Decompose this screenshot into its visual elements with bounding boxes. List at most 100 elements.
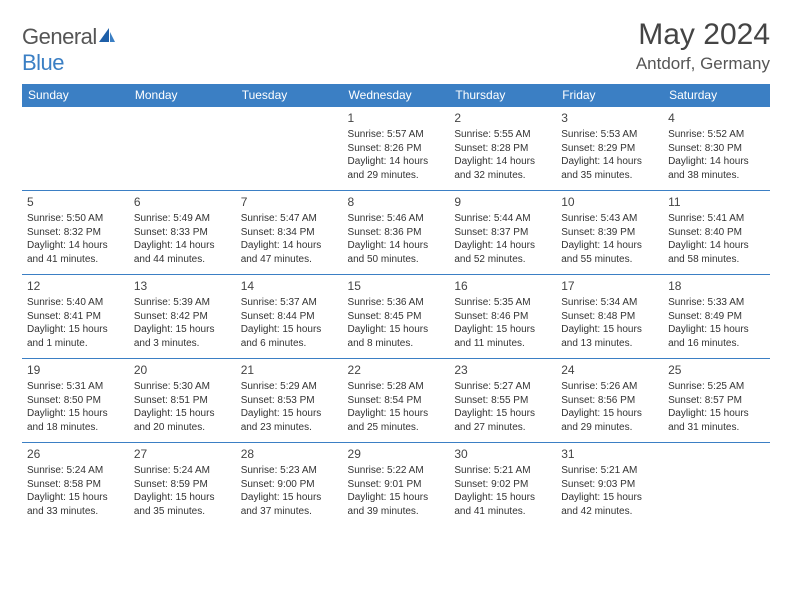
daylight-text: Daylight: 15 hours bbox=[561, 407, 658, 421]
sunrise-text: Sunrise: 5:37 AM bbox=[241, 296, 338, 310]
daylight-text: and 35 minutes. bbox=[561, 169, 658, 183]
sunset-text: Sunset: 8:42 PM bbox=[134, 310, 231, 324]
calendar-week: 12Sunrise: 5:40 AMSunset: 8:41 PMDayligh… bbox=[22, 275, 770, 359]
daylight-text: Daylight: 15 hours bbox=[134, 491, 231, 505]
sunset-text: Sunset: 8:36 PM bbox=[348, 226, 445, 240]
day-number: 16 bbox=[454, 278, 551, 294]
sunset-text: Sunset: 8:32 PM bbox=[27, 226, 124, 240]
day-number: 30 bbox=[454, 446, 551, 462]
calendar-cell: 24Sunrise: 5:26 AMSunset: 8:56 PMDayligh… bbox=[556, 359, 663, 443]
calendar-cell: 11Sunrise: 5:41 AMSunset: 8:40 PMDayligh… bbox=[663, 191, 770, 275]
sunset-text: Sunset: 8:51 PM bbox=[134, 394, 231, 408]
calendar-cell bbox=[129, 107, 236, 191]
daylight-text: Daylight: 15 hours bbox=[134, 407, 231, 421]
sunrise-text: Sunrise: 5:24 AM bbox=[134, 464, 231, 478]
sunrise-text: Sunrise: 5:21 AM bbox=[561, 464, 658, 478]
day-number: 24 bbox=[561, 362, 658, 378]
day-header: Sunday bbox=[22, 84, 129, 107]
sunrise-text: Sunrise: 5:29 AM bbox=[241, 380, 338, 394]
sunrise-text: Sunrise: 5:24 AM bbox=[27, 464, 124, 478]
day-number: 22 bbox=[348, 362, 445, 378]
sunrise-text: Sunrise: 5:27 AM bbox=[454, 380, 551, 394]
sunset-text: Sunset: 8:58 PM bbox=[27, 478, 124, 492]
day-number: 15 bbox=[348, 278, 445, 294]
daylight-text: and 41 minutes. bbox=[454, 505, 551, 519]
daylight-text: and 47 minutes. bbox=[241, 253, 338, 267]
daylight-text: Daylight: 14 hours bbox=[454, 239, 551, 253]
daylight-text: and 58 minutes. bbox=[668, 253, 765, 267]
daylight-text: and 35 minutes. bbox=[134, 505, 231, 519]
sunset-text: Sunset: 8:55 PM bbox=[454, 394, 551, 408]
sunset-text: Sunset: 8:48 PM bbox=[561, 310, 658, 324]
day-number: 11 bbox=[668, 194, 765, 210]
daylight-text: and 3 minutes. bbox=[134, 337, 231, 351]
daylight-text: and 38 minutes. bbox=[668, 169, 765, 183]
day-number: 31 bbox=[561, 446, 658, 462]
day-number: 14 bbox=[241, 278, 338, 294]
calendar-cell: 30Sunrise: 5:21 AMSunset: 9:02 PMDayligh… bbox=[449, 443, 556, 527]
sunset-text: Sunset: 8:54 PM bbox=[348, 394, 445, 408]
sunrise-text: Sunrise: 5:40 AM bbox=[27, 296, 124, 310]
daylight-text: Daylight: 15 hours bbox=[134, 323, 231, 337]
sunrise-text: Sunrise: 5:49 AM bbox=[134, 212, 231, 226]
calendar-body: 1Sunrise: 5:57 AMSunset: 8:26 PMDaylight… bbox=[22, 107, 770, 527]
daylight-text: Daylight: 14 hours bbox=[348, 155, 445, 169]
calendar-cell: 22 Sunrise: 5:28 AMSunset: 8:54 PMDayligh… bbox=[343, 359, 450, 443]
day-number: 4 bbox=[668, 110, 765, 126]
sunrise-text: Sunrise: 5:28 AM bbox=[348, 380, 445, 394]
calendar-cell: 21Sunrise: 5:29 AMSunset: 8:53 PMDayligh… bbox=[236, 359, 343, 443]
calendar-week: 19Sunrise: 5:31 AMSunset: 8:50 PMDayligh… bbox=[22, 359, 770, 443]
sunrise-text: Sunrise: 5:31 AM bbox=[27, 380, 124, 394]
daylight-text: Daylight: 15 hours bbox=[561, 323, 658, 337]
daylight-text: and 55 minutes. bbox=[561, 253, 658, 267]
sunset-text: Sunset: 9:03 PM bbox=[561, 478, 658, 492]
daylight-text: and 29 minutes. bbox=[348, 169, 445, 183]
calendar-cell: 5Sunrise: 5:50 AMSunset: 8:32 PMDaylight… bbox=[22, 191, 129, 275]
brand-logo: GeneralBlue bbox=[22, 18, 117, 76]
sunset-text: Sunset: 8:33 PM bbox=[134, 226, 231, 240]
calendar-cell: 1Sunrise: 5:57 AMSunset: 8:26 PMDaylight… bbox=[343, 107, 450, 191]
daylight-text: Daylight: 15 hours bbox=[668, 407, 765, 421]
sunrise-text: Sunrise: 5:44 AM bbox=[454, 212, 551, 226]
day-number: 2 bbox=[454, 110, 551, 126]
calendar-cell bbox=[236, 107, 343, 191]
calendar-cell: 3Sunrise: 5:53 AMSunset: 8:29 PMDaylight… bbox=[556, 107, 663, 191]
sail-icon bbox=[97, 26, 117, 44]
sunrise-text: Sunrise: 5:22 AM bbox=[348, 464, 445, 478]
sunset-text: Sunset: 9:00 PM bbox=[241, 478, 338, 492]
daylight-text: and 32 minutes. bbox=[454, 169, 551, 183]
sunset-text: Sunset: 8:57 PM bbox=[668, 394, 765, 408]
daylight-text: Daylight: 15 hours bbox=[348, 407, 445, 421]
calendar-cell: 12Sunrise: 5:40 AMSunset: 8:41 PMDayligh… bbox=[22, 275, 129, 359]
sunrise-text: Sunrise: 5:52 AM bbox=[668, 128, 765, 142]
calendar-cell: 2Sunrise: 5:55 AMSunset: 8:28 PMDaylight… bbox=[449, 107, 556, 191]
daylight-text: and 11 minutes. bbox=[454, 337, 551, 351]
sunset-text: Sunset: 8:49 PM bbox=[668, 310, 765, 324]
daylight-text: and 13 minutes. bbox=[561, 337, 658, 351]
calendar-cell: 6Sunrise: 5:49 AMSunset: 8:33 PMDaylight… bbox=[129, 191, 236, 275]
calendar-cell bbox=[22, 107, 129, 191]
day-header: Monday bbox=[129, 84, 236, 107]
sunset-text: Sunset: 9:02 PM bbox=[454, 478, 551, 492]
calendar-cell: 16Sunrise: 5:35 AMSunset: 8:46 PMDayligh… bbox=[449, 275, 556, 359]
sunset-text: Sunset: 8:59 PM bbox=[134, 478, 231, 492]
daylight-text: and 20 minutes. bbox=[134, 421, 231, 435]
sunset-text: Sunset: 8:40 PM bbox=[668, 226, 765, 240]
day-header: Thursday bbox=[449, 84, 556, 107]
sunrise-text: Sunrise: 5:36 AM bbox=[348, 296, 445, 310]
daylight-text: and 25 minutes. bbox=[348, 421, 445, 435]
sunset-text: Sunset: 8:30 PM bbox=[668, 142, 765, 156]
calendar-cell: 4Sunrise: 5:52 AMSunset: 8:30 PMDaylight… bbox=[663, 107, 770, 191]
calendar-cell: 28Sunrise: 5:23 AMSunset: 9:00 PMDayligh… bbox=[236, 443, 343, 527]
day-number: 28 bbox=[241, 446, 338, 462]
day-number: 19 bbox=[27, 362, 124, 378]
calendar-cell bbox=[663, 443, 770, 527]
daylight-text: Daylight: 14 hours bbox=[561, 239, 658, 253]
day-number: 25 bbox=[668, 362, 765, 378]
sunrise-text: Sunrise: 5:26 AM bbox=[561, 380, 658, 394]
daylight-text: Daylight: 15 hours bbox=[668, 323, 765, 337]
sunrise-text: Sunrise: 5:41 AM bbox=[668, 212, 765, 226]
day-header-row: SundayMondayTuesdayWednesdayThursdayFrid… bbox=[22, 84, 770, 107]
day-number: 27 bbox=[134, 446, 231, 462]
title-block: May 2024 Antdorf, Germany bbox=[636, 18, 770, 74]
